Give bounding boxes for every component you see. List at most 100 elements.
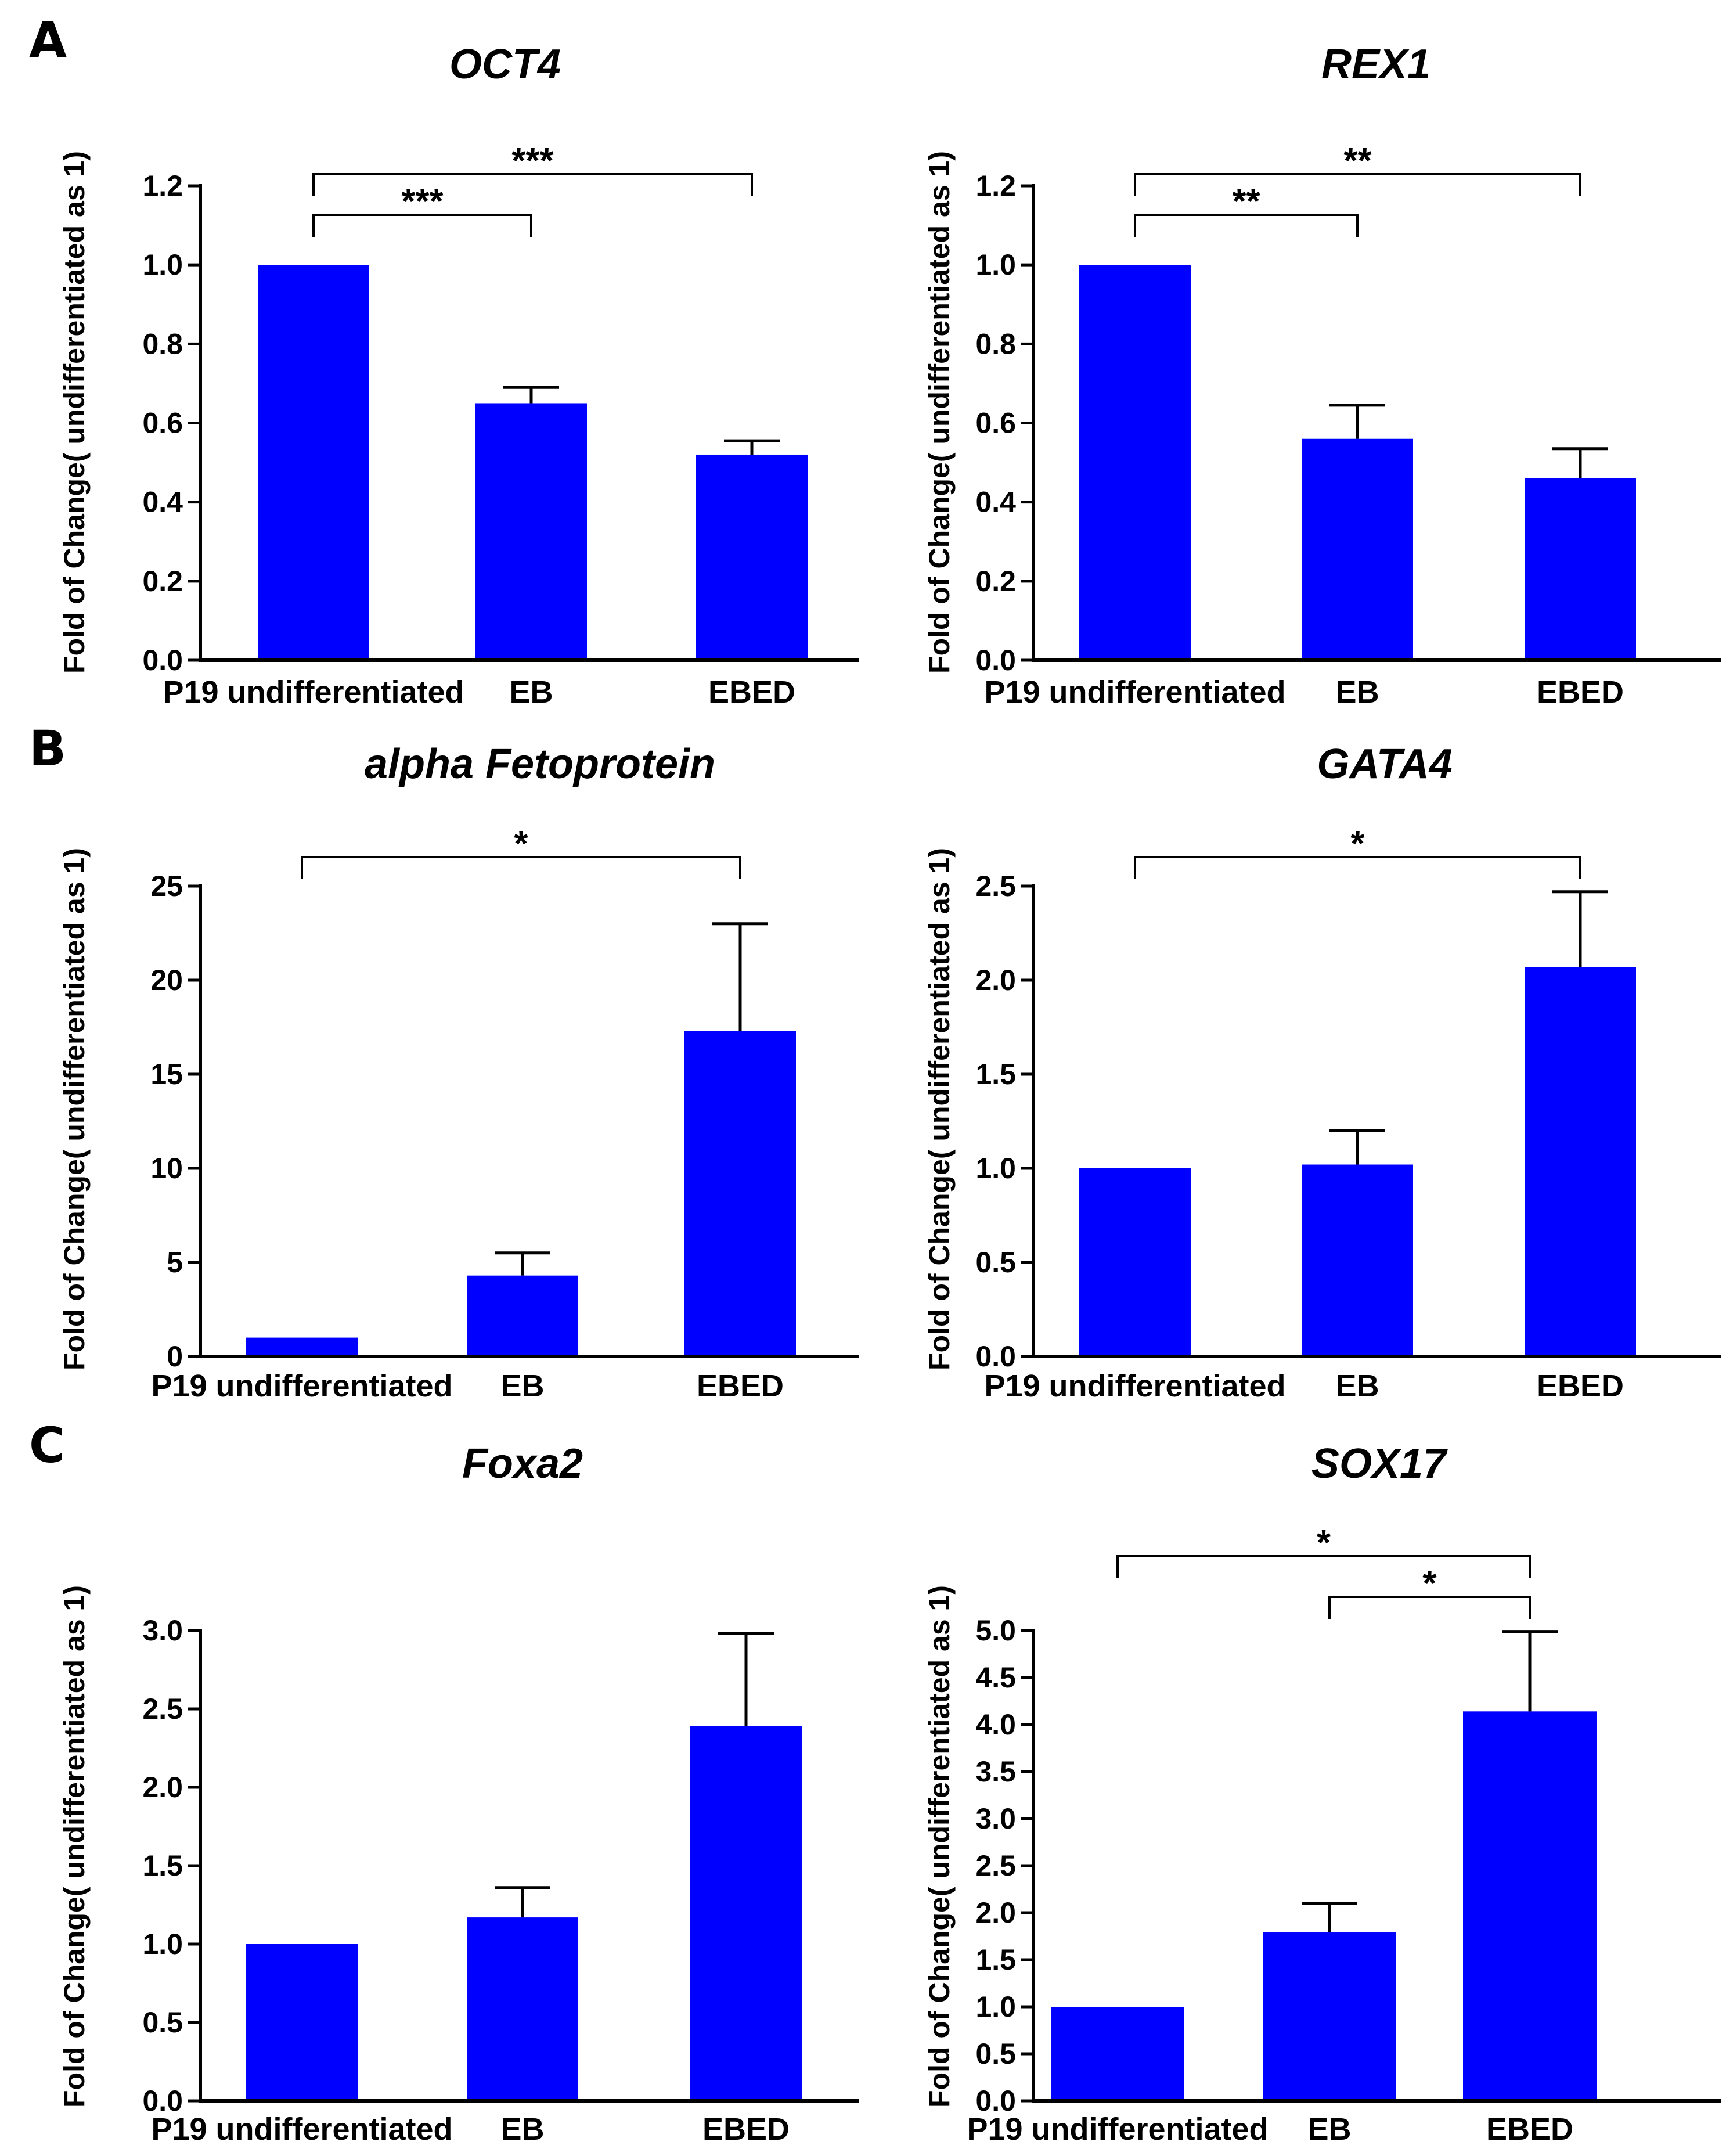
y-tick-label: 0.8 [975,327,1016,360]
bar [696,454,808,660]
y-tick-label: 5.0 [975,1614,1016,1647]
panel-label-c: C [29,1417,65,1474]
y-axis-label: Fold of Change( undifferentiated as 1) [923,1585,956,2108]
y-tick-label: 1.0 [142,1928,183,1960]
y-tick-label: 2.5 [975,870,1016,902]
x-category-label: P19 undifferentiated [151,2112,452,2147]
bar [684,1031,796,1356]
bar [1525,967,1636,1356]
y-tick-label: 2.0 [142,1771,183,1804]
chart-alpha-fetoprotein: alpha Fetoprotein Fold of Change( undiffe… [58,741,859,1403]
significance-label: ** [1232,182,1260,222]
y-tick-label: 0.0 [142,2085,183,2117]
x-category-label: EB [1307,2112,1351,2147]
chart-title: REX1 [1321,41,1430,88]
significance-label: * [1350,824,1365,864]
significance-label: * [1317,1523,1331,1563]
y-tick-label: 2.5 [142,1693,183,1725]
y-tick-label: 2.5 [975,1849,1016,1882]
chart-rex1: REX1 Fold of Change( undifferentiated as … [923,41,1721,710]
bar [1051,2007,1184,2101]
bar [1463,1711,1597,2101]
panel-label-b: B [29,720,67,777]
significance-bracket [312,173,753,196]
y-tick-label: 1.0 [975,1991,1016,2023]
chart-title: alpha Fetoprotein [365,741,715,787]
panel-label-a: A [29,12,67,69]
y-tick-label: 0.5 [975,2038,1016,2070]
chart-title: GATA4 [1317,741,1452,787]
x-category-label: P19 undifferentiated [163,675,464,710]
y-tick-label: 1.2 [142,170,183,202]
x-category-label: EBED [1537,1369,1624,1403]
y-tick-label: 15 [150,1058,183,1090]
y-tick-label: 0.8 [142,327,183,360]
x-category-label: EB [1335,675,1379,710]
y-tick-label: 3.5 [975,1755,1016,1788]
significance-label: *** [511,141,554,181]
bar [1302,438,1413,660]
x-category-label: P19 undifferentiated [151,1369,452,1403]
y-tick-label: 0.4 [142,486,183,519]
x-category-label: EB [500,2112,544,2147]
y-tick-label: 0.5 [975,1246,1016,1279]
y-tick-label: 0.2 [975,565,1016,598]
y-tick-label: 1.5 [975,1058,1016,1090]
y-tick-label: 1.5 [142,1849,183,1882]
y-tick-label: 0.2 [142,565,183,598]
bar [246,1944,358,2101]
y-axis-label: Fold of Change( undifferentiated as 1) [58,848,91,1370]
y-tick-label: 20 [150,964,183,996]
bar [467,1917,578,2101]
y-tick-label: 4.0 [975,1708,1016,1741]
x-category-label: P19 undifferentiated [967,2112,1268,2147]
y-tick-label: 0.0 [975,644,1016,676]
x-category-label: EBED [1486,2112,1573,2147]
x-category-label: P19 undifferentiated [984,1369,1285,1403]
y-tick-label: 1.5 [975,1943,1016,1976]
y-tick-label: 0 [167,1340,183,1373]
significance-label: * [1422,1564,1437,1604]
significance-label: ** [1343,141,1372,181]
bar [1079,265,1191,661]
chart-sox17: SOX17 Fold of Change( undifferentiated as… [923,1441,1721,2147]
x-category-label: EB [1335,1369,1379,1403]
y-tick-label: 1.0 [975,1152,1016,1185]
significance-bracket [1134,856,1581,879]
y-tick-label: 0.6 [142,407,183,440]
significance-bracket [1134,214,1359,237]
y-tick-label: 1.0 [142,249,183,281]
y-axis-label: Fold of Change( undifferentiated as 1) [923,848,956,1370]
significance-bracket [312,214,532,237]
y-tick-label: 1.0 [975,249,1016,281]
bar [246,1337,358,1356]
x-category-label: EB [500,1369,544,1403]
bar [1079,1168,1191,1356]
y-tick-label: 0.6 [975,407,1016,440]
significance-bracket [1328,1596,1531,1619]
significance-label: * [514,824,528,864]
y-tick-label: 1.2 [975,170,1016,202]
bar [258,265,369,661]
significance-bracket [1134,173,1581,196]
y-tick-label: 5 [167,1246,183,1279]
bar [1302,1164,1413,1356]
y-tick-label: 25 [150,870,183,902]
y-tick-label: 2.0 [975,964,1016,996]
x-category-label: EBED [702,2112,790,2147]
significance-bracket [301,856,741,879]
x-category-label: EBED [1537,675,1624,710]
y-tick-label: 0.0 [975,2085,1016,2117]
bar [690,1726,802,2101]
y-tick-label: 3.0 [142,1614,183,1647]
bar [1263,1932,1396,2101]
chart-foxa2: Foxa2 Fold of Change( undifferentiated as… [58,1441,859,2147]
bar [1525,478,1636,660]
y-axis-label: Fold of Change( undifferentiated as 1) [58,1585,91,2108]
y-tick-label: 2.0 [975,1896,1016,1929]
y-axis-label: Fold of Change( undifferentiated as 1) [58,151,91,674]
y-tick-label: 0.4 [975,486,1016,519]
chart-title: OCT4 [449,41,561,88]
x-category-label: EBED [708,675,795,710]
